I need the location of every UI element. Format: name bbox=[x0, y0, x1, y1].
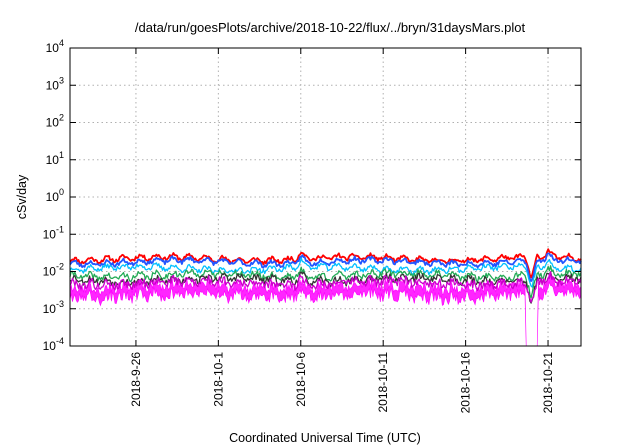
series-line-6 bbox=[69, 271, 582, 303]
series-line-3 bbox=[69, 265, 582, 299]
x-axis: 2018-9-26 2018-10-1 2018-10-6 2018-10-11 201… bbox=[129, 48, 555, 413]
x-tick-label: 2018-9-26 bbox=[129, 352, 143, 407]
x-tick-label: 2018-10-1 bbox=[211, 352, 225, 407]
plot-area: 10-4 10-3 10-2 10-1 100 101 102 103 104 2018-9-2… bbox=[43, 38, 582, 413]
x-axis-label: Coordinated Universal Time (UTC) bbox=[229, 431, 421, 445]
x-tick-label: 2018-10-6 bbox=[294, 352, 308, 407]
x-tick-label: 2018-10-11 bbox=[376, 352, 390, 413]
x-tick-label: 2018-10-21 bbox=[541, 352, 555, 414]
y-tick-label: 10-3 bbox=[43, 299, 64, 316]
x-tick-label: 2018-10-16 bbox=[459, 352, 473, 414]
series-line-1 bbox=[69, 252, 582, 282]
series-line-2 bbox=[69, 257, 582, 288]
series-group bbox=[69, 248, 582, 347]
y-tick-label: 10-1 bbox=[43, 224, 64, 241]
y-tick-label: 10-2 bbox=[43, 262, 64, 279]
y-tick-label: 101 bbox=[46, 150, 64, 167]
chart-title: /data/run/goesPlots/archive/2018-10-22/f… bbox=[135, 20, 526, 35]
y-axis: 10-4 10-3 10-2 10-1 100 101 102 103 104 bbox=[43, 38, 581, 353]
y-tick-label: 10-4 bbox=[43, 336, 64, 353]
y-tick-label: 104 bbox=[46, 38, 64, 55]
series-line-0 bbox=[69, 248, 582, 279]
y-axis-label: cSv/day bbox=[15, 174, 29, 219]
y-tick-label: 100 bbox=[46, 187, 64, 204]
series-line-4 bbox=[69, 271, 582, 304]
y-tick-label: 102 bbox=[46, 113, 64, 130]
grid bbox=[70, 48, 581, 346]
y-tick-label: 103 bbox=[46, 75, 64, 92]
